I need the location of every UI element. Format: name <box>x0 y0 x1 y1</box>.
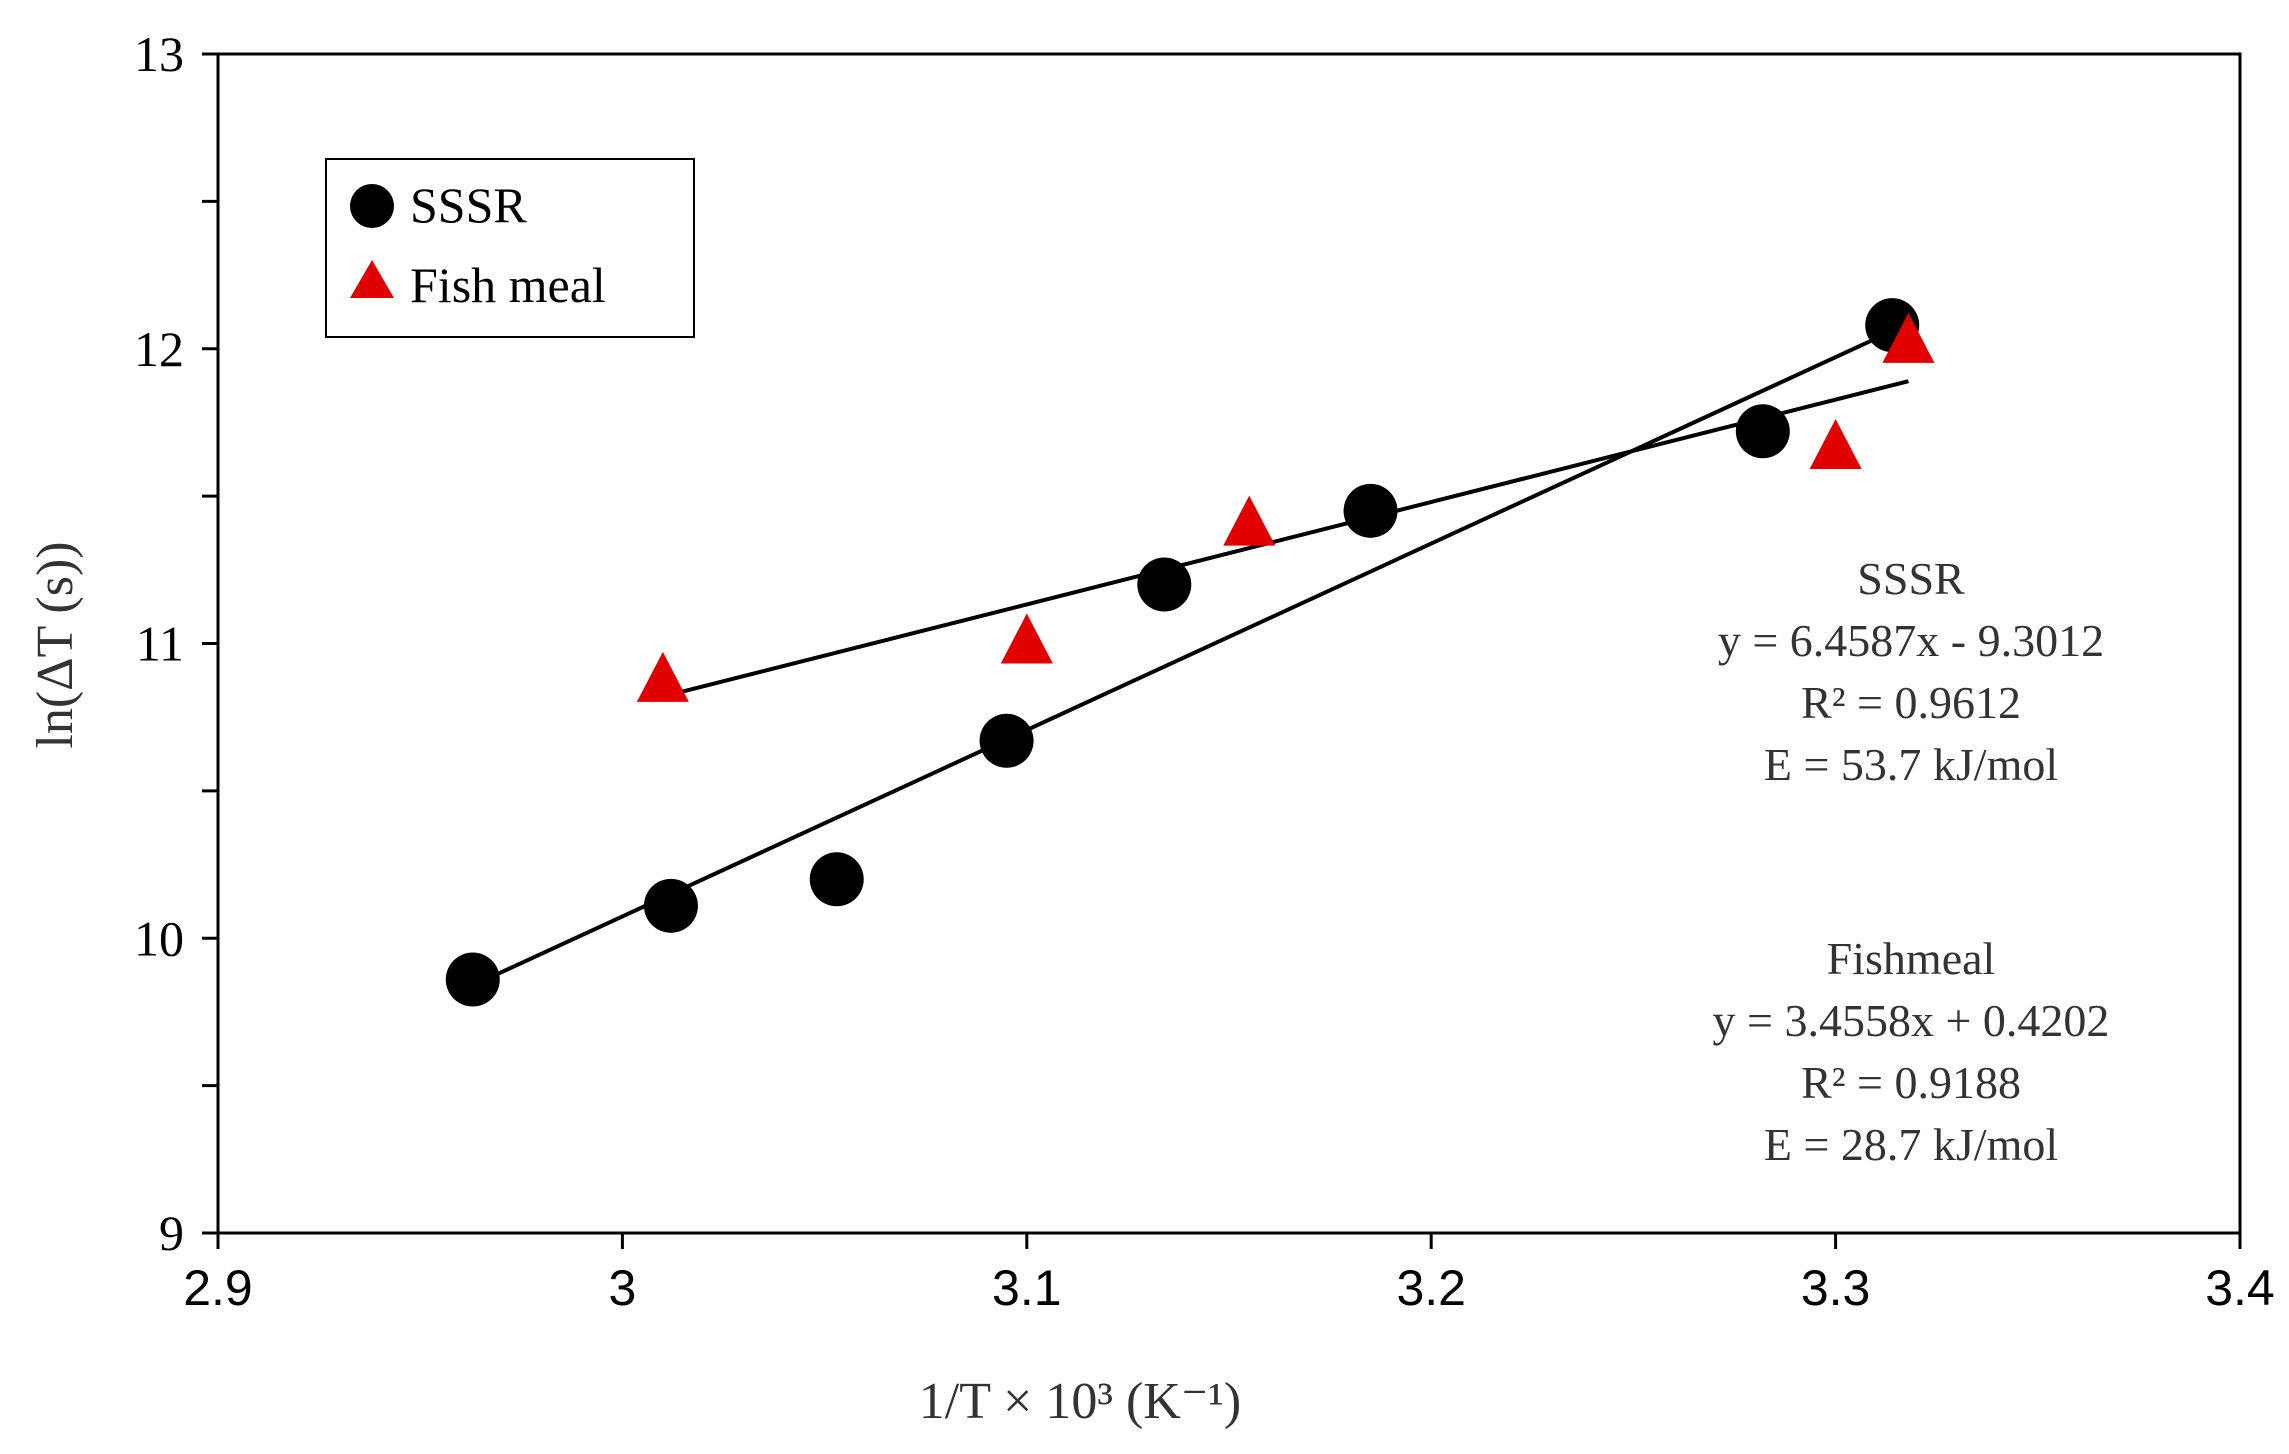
y-tick-label: 11 <box>136 616 184 672</box>
legend-label-sssr: SSSR <box>410 177 527 233</box>
point-sssr <box>445 952 500 1007</box>
annotation-fishmeal-equation: y = 3.4558x + 0.4202 <box>1713 995 2110 1046</box>
x-tick-label: 3.1 <box>992 1260 1062 1316</box>
y-tick-label: 10 <box>134 910 184 966</box>
y-tick-label: 9 <box>159 1205 184 1261</box>
legend-marker-sssr <box>350 184 394 228</box>
annotation-sssr-title: SSSR <box>1857 553 1965 604</box>
x-tick-label: 2.9 <box>183 1260 253 1316</box>
annotation-sssr: SSSR y = 6.4587x - 9.3012 R² = 0.9612 E … <box>1718 553 2104 790</box>
point-fish-meal <box>636 651 689 702</box>
point-fish-meal <box>1000 613 1053 664</box>
x-tick-label: 3.3 <box>1801 1260 1871 1316</box>
point-sssr <box>643 878 698 933</box>
annotation-sssr-equation: y = 6.4587x - 9.3012 <box>1718 615 2104 666</box>
point-sssr <box>1137 557 1192 612</box>
annotation-sssr-r2: R² = 0.9612 <box>1801 677 2021 728</box>
annotation-fishmeal: Fishmeal y = 3.4558x + 0.4202 R² = 0.918… <box>1713 933 2110 1170</box>
annotation-fishmeal-r2: R² = 0.9188 <box>1801 1057 2021 1108</box>
point-sssr <box>1735 404 1790 459</box>
x-tick-label: 3.2 <box>1396 1260 1466 1316</box>
annotation-fishmeal-energy: E = 28.7 kJ/mol <box>1764 1119 2058 1170</box>
fit-lines <box>471 329 1909 988</box>
axes: 2.9 3 3.1 3.2 3.3 3.4 9 10 11 12 13 <box>134 26 2275 1316</box>
x-tick-label: 3.4 <box>2205 1260 2275 1316</box>
fit-line-fish-meal <box>662 379 1909 699</box>
point-sssr <box>979 713 1034 768</box>
y-axis-title: ln(ΔT (s)) <box>27 541 84 748</box>
y-tick-label: 13 <box>134 26 184 82</box>
legend-marker-fish-meal <box>350 260 394 298</box>
point-fish-meal <box>1882 312 1935 363</box>
x-tick-label: 3 <box>608 1260 636 1316</box>
fit-line-sssr <box>471 329 1894 988</box>
x-axis-title: 1/T × 10³ (K⁻¹) <box>919 1373 1241 1430</box>
point-sssr <box>809 852 864 907</box>
legend: SSSR Fish meal <box>325 158 695 338</box>
point-fish-meal <box>1809 418 1862 469</box>
point-fish-meal <box>1223 495 1276 546</box>
annotation-fishmeal-title: Fishmeal <box>1827 933 1996 984</box>
data-points <box>445 298 1935 1007</box>
point-sssr <box>1343 483 1398 538</box>
y-tick-label: 12 <box>134 321 184 377</box>
legend-label-fish-meal: Fish meal <box>410 257 606 313</box>
annotation-sssr-energy: E = 53.7 kJ/mol <box>1764 739 2058 790</box>
legend-box <box>325 158 695 338</box>
